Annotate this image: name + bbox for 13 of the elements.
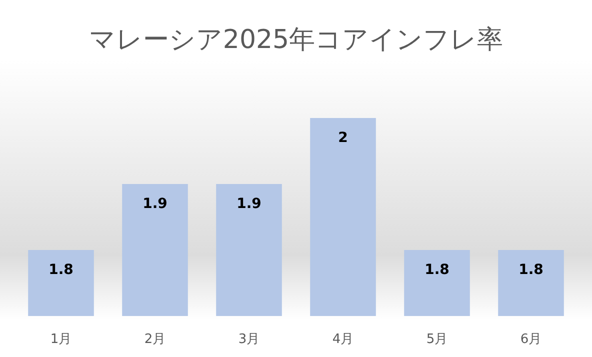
- x-tick-label: 2月: [144, 332, 166, 347]
- data-label: 1.9: [236, 196, 262, 212]
- x-tick-label: 5月: [426, 332, 448, 347]
- data-label: 1.8: [48, 262, 74, 278]
- data-label: 1.8: [424, 262, 450, 278]
- x-tick-label: 6月: [520, 332, 542, 347]
- x-tick-label: 1月: [50, 332, 72, 347]
- x-tick-label: 3月: [238, 332, 260, 347]
- x-tick-label: 4月: [332, 332, 354, 347]
- data-label: 1.8: [518, 262, 544, 278]
- data-label: 1.9: [142, 196, 168, 212]
- chart-title: マレーシア2025年コアインフレ率: [88, 25, 504, 55]
- data-label: 2: [338, 130, 348, 146]
